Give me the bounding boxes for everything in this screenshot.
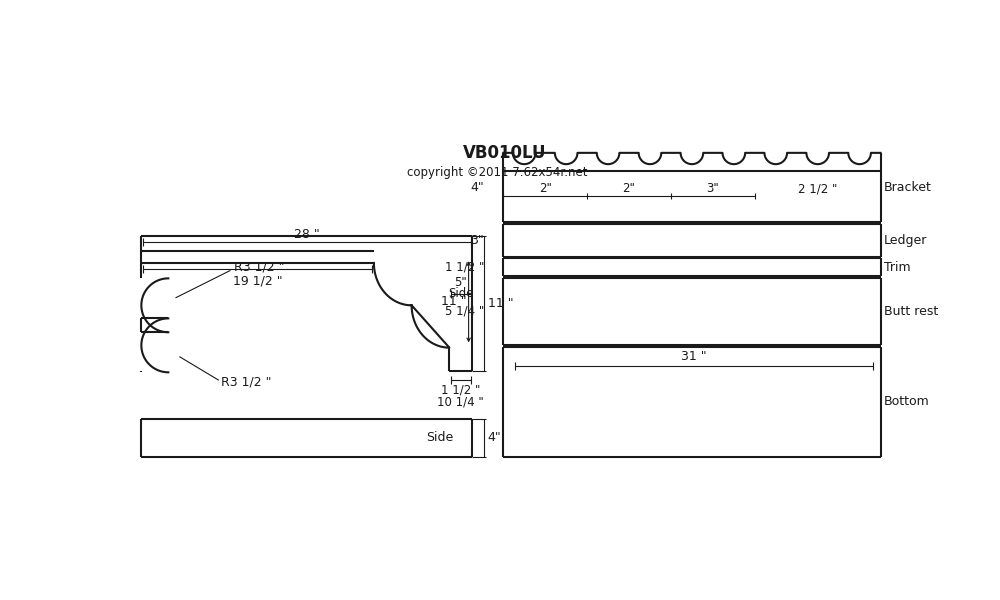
Text: 3": 3" xyxy=(706,182,719,195)
Text: 2": 2" xyxy=(623,182,635,195)
Text: VB010LU: VB010LU xyxy=(463,144,547,162)
Text: 5": 5" xyxy=(455,276,467,289)
Text: 11 ": 11 " xyxy=(488,297,513,310)
Text: 4": 4" xyxy=(470,181,484,194)
Text: Ledger: Ledger xyxy=(884,234,927,247)
Text: Side: Side xyxy=(448,287,474,300)
Text: 2": 2" xyxy=(539,182,552,195)
Text: Bracket: Bracket xyxy=(884,181,932,194)
Text: Trim: Trim xyxy=(884,260,910,274)
Text: R3 1/2 ": R3 1/2 " xyxy=(234,260,284,274)
Text: 1 1/2 ": 1 1/2 " xyxy=(441,383,481,397)
Text: 5 1/4 ": 5 1/4 " xyxy=(445,305,484,318)
Text: Side: Side xyxy=(426,431,453,444)
Text: 31 ": 31 " xyxy=(681,350,707,364)
Text: 3": 3" xyxy=(470,234,484,247)
Text: Bottom: Bottom xyxy=(884,395,929,409)
Text: R3 1/2 ": R3 1/2 " xyxy=(221,376,271,389)
Text: 28 ": 28 " xyxy=(294,228,320,241)
Text: 2 1/2 ": 2 1/2 " xyxy=(798,182,837,195)
Text: 4": 4" xyxy=(488,431,502,444)
Text: Butt rest: Butt rest xyxy=(884,305,938,318)
Text: copyright ©2011 7.62x54r.net: copyright ©2011 7.62x54r.net xyxy=(407,166,587,179)
Text: 19 1/2 ": 19 1/2 " xyxy=(233,275,282,288)
Text: 1 1/2 ": 1 1/2 " xyxy=(445,260,484,274)
Text: 10 1/4 ": 10 1/4 " xyxy=(437,395,484,409)
Text: 11 ": 11 " xyxy=(441,295,466,308)
